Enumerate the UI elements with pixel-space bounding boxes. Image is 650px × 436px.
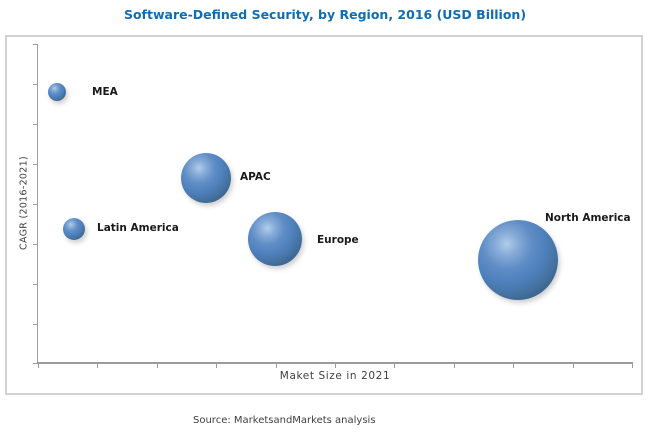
x-axis-tick — [157, 364, 158, 368]
bubble-label-mea: MEA — [92, 86, 118, 98]
bubble-label-latin-america: Latin America — [97, 222, 179, 234]
x-axis-tick — [335, 364, 336, 368]
x-axis-tick — [38, 364, 39, 368]
y-axis-tick — [33, 84, 37, 85]
x-axis-tick — [394, 364, 395, 368]
x-axis-tick — [216, 364, 217, 368]
bubble-latin-america — [63, 218, 85, 240]
bubble-label-europe: Europe — [317, 234, 359, 246]
chart-title: Software-Defined Security, by Region, 20… — [123, 7, 527, 22]
y-axis-tick — [33, 44, 37, 45]
y-axis-line — [37, 44, 38, 363]
x-axis-tick — [573, 364, 574, 368]
y-axis-tick — [33, 284, 37, 285]
x-axis-tick — [97, 364, 98, 368]
bubble-apac — [181, 153, 231, 203]
y-axis-tick — [33, 164, 37, 165]
source-note: Source: MarketsandMarkets analysis — [193, 415, 376, 426]
bubble-label-north-america: North America — [545, 212, 631, 224]
x-axis-tick — [513, 364, 514, 368]
bubble-label-apac: APAC — [240, 171, 271, 183]
x-axis-tick — [276, 364, 277, 368]
y-axis-tick — [33, 204, 37, 205]
y-axis-tick — [33, 324, 37, 325]
y-axis-tick — [33, 244, 37, 245]
x-axis-line — [37, 362, 633, 364]
plot-frame — [5, 35, 643, 395]
bubble-north-america — [478, 220, 558, 300]
bubble-europe — [248, 212, 302, 266]
bubble-mea — [48, 83, 66, 101]
x-axis-tick — [454, 364, 455, 368]
x-axis-tick — [632, 364, 633, 368]
y-axis-tick — [33, 124, 37, 125]
y-axis-tick — [33, 363, 37, 364]
x-axis-title: Maket Size in 2021 — [279, 370, 391, 382]
y-axis-title: CAGR (2016-2021) — [18, 156, 30, 250]
